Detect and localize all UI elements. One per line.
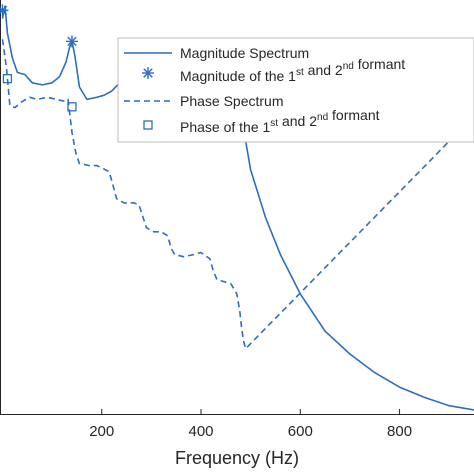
x-tick-label: 400 bbox=[189, 423, 214, 440]
asterisk-stroke bbox=[67, 36, 77, 47]
x-ticks: 200 400 600 800 bbox=[89, 409, 412, 440]
legend-label: Magnitude Spectrum bbox=[180, 45, 309, 61]
legend-label: Magnitude of the 1st and 2nd formant bbox=[180, 56, 405, 84]
asterisk-stroke bbox=[0, 5, 8, 14]
formant-magnitude-marker bbox=[0, 4, 9, 17]
legend-square-symbol bbox=[143, 120, 153, 130]
x-axis-label: Frequency (Hz) bbox=[175, 448, 299, 468]
formant-phase-marker bbox=[2, 74, 13, 84]
legend-box bbox=[117, 37, 474, 143]
x-tick-label: 800 bbox=[387, 423, 412, 440]
axes bbox=[0, 0, 474, 415]
x-tick-label: 600 bbox=[288, 423, 313, 440]
x-tick-label: 200 bbox=[89, 423, 114, 440]
asterisk-stroke bbox=[143, 68, 153, 78]
legend-label: Phase Spectrum bbox=[180, 93, 284, 109]
legend-asterisk-symbol bbox=[142, 67, 154, 79]
formant-phase-marker bbox=[67, 102, 77, 112]
phase-spectrum-line bbox=[1, 39, 474, 350]
legend-label: Phase of the 1st and 2nd formant bbox=[180, 107, 380, 135]
formant-magnitude-marker bbox=[65, 35, 78, 48]
